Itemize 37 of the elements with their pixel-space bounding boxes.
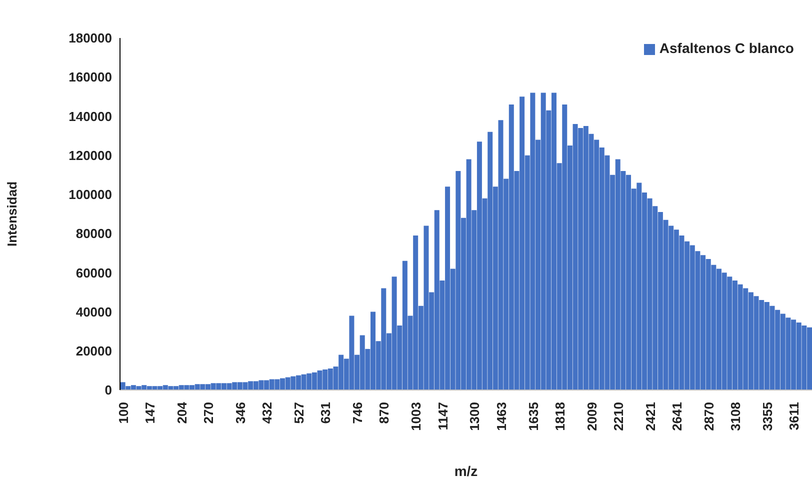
y-tick-label: 120000: [68, 148, 112, 163]
x-tick-label: 270: [201, 402, 216, 424]
x-tick-label: 1635: [526, 402, 541, 431]
y-tick-label: 140000: [68, 108, 112, 124]
x-tick-label: 147: [142, 402, 158, 424]
x-tick-label: 1147: [435, 402, 450, 430]
x-tick-label: 2210: [610, 402, 626, 431]
legend-label: Asfaltenos C blanco: [659, 40, 794, 56]
y-tick-label: 20000: [76, 344, 112, 359]
x-tick-label: 1818: [552, 402, 568, 431]
x-axis-title: m/z: [454, 463, 478, 479]
x-tick-label: 527: [292, 402, 307, 424]
x-tick-label: 631: [318, 402, 334, 424]
y-tick-label: 80000: [76, 226, 112, 242]
y-tick-label: 100000: [68, 187, 112, 202]
x-tick-label: 2009: [584, 402, 600, 431]
y-tick-label: 40000: [76, 304, 112, 320]
x-tick-label: 432: [260, 402, 275, 424]
y-tick-label: 180000: [68, 30, 112, 46]
x-tick-label: 1003: [408, 402, 424, 431]
x-tick-label: 746: [350, 402, 366, 424]
x-tick-label: 1300: [467, 402, 482, 431]
x-tick-label: 3355: [760, 402, 775, 431]
x-tick-label: 3611: [786, 402, 802, 430]
x-tick-label: 100: [116, 402, 131, 424]
x-tick-label: 3108: [728, 402, 744, 431]
x-tick-label: 2641: [669, 402, 684, 431]
x-tick-label: 2870: [701, 402, 716, 431]
y-axis-title: Intensidad: [4, 181, 20, 247]
x-tick-label: 2421: [642, 402, 658, 431]
x-tick-label: 346: [233, 402, 248, 424]
y-tick-label: 160000: [68, 70, 112, 85]
y-tick-label: 0: [104, 382, 112, 398]
x-tick-label: 204: [174, 401, 190, 424]
x-tick-label: 1463: [494, 402, 509, 431]
x-tick-label: 870: [376, 402, 392, 424]
y-tick-label: 60000: [76, 265, 112, 280]
